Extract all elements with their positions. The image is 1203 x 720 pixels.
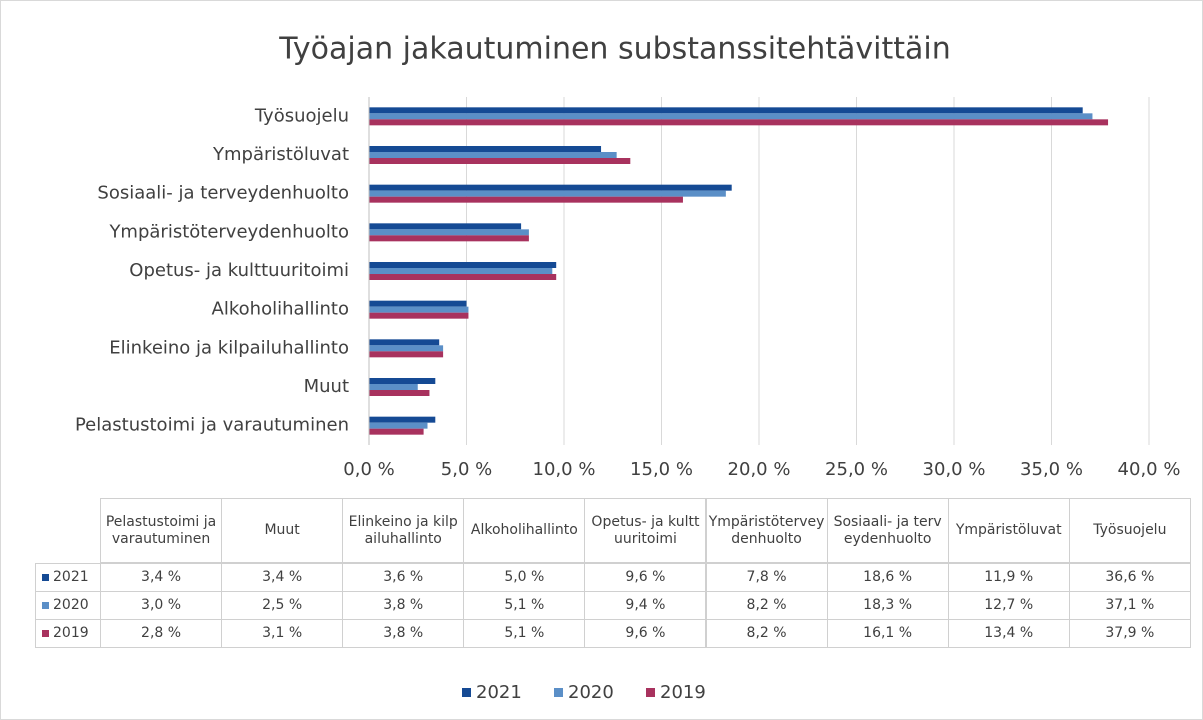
row-label: 2021	[53, 569, 89, 585]
bar	[369, 384, 418, 390]
bar	[369, 312, 469, 319]
row-label: 2020	[53, 597, 89, 613]
y-tick-label: Elinkeino ja kilpailuhallinto	[109, 337, 349, 358]
table-cell: 5,1 %	[463, 619, 586, 648]
table-cell: 8,2 %	[705, 619, 828, 648]
bar	[369, 339, 440, 346]
table-header: Muut	[221, 498, 344, 563]
legend-key	[42, 630, 49, 637]
bar	[369, 428, 424, 435]
bar	[369, 390, 430, 396]
bar	[369, 113, 1093, 120]
y-tick-label: Alkoholihallinto	[212, 299, 349, 320]
x-tick-label: 30,0 %	[923, 459, 986, 480]
legend-label: 2019	[660, 682, 706, 703]
table-cell: 5,1 %	[463, 591, 586, 620]
y-tick-label: Opetus- ja kulttuuritoimi	[129, 260, 349, 281]
table-cell: 9,6 %	[584, 619, 707, 648]
legend-key	[42, 602, 49, 609]
bar	[369, 274, 557, 280]
y-tick-label: Työsuojelu	[254, 105, 349, 126]
table-cell: 3,8 %	[342, 619, 465, 648]
table-header: Ympäristöterveydenhuolto	[705, 498, 828, 563]
bar	[369, 146, 602, 152]
table-header: Opetus- ja kulttuuritoimi	[584, 498, 707, 563]
x-tick-label: 0,0 %	[343, 459, 394, 480]
bar	[369, 196, 683, 203]
table-row-label: 2021	[35, 563, 101, 592]
legend-swatch	[646, 688, 655, 697]
legend-swatch	[462, 688, 471, 697]
x-tick-label: 35,0 %	[1020, 459, 1083, 480]
bar	[369, 152, 617, 158]
chart-title: Työajan jakautuminen substanssitehtävitt…	[278, 32, 951, 67]
x-tick-label: 15,0 %	[630, 459, 693, 480]
table-cell: 5,0 %	[463, 563, 586, 592]
table-cell: 36,6 %	[1068, 563, 1191, 592]
table-cell: 3,4 %	[100, 563, 223, 592]
x-tick-label: 10,0 %	[533, 459, 596, 480]
table-header: Työsuojelu	[1068, 498, 1191, 563]
table-row-label: 2019	[35, 619, 101, 648]
x-tick-label: 40,0 %	[1118, 459, 1181, 480]
table-header: Alkoholihallinto	[463, 498, 586, 563]
bar	[369, 158, 631, 164]
y-tick-label: Ympäristöluvat	[212, 144, 349, 165]
y-tick-label: Pelastustoimi ja varautuminen	[75, 415, 349, 436]
table-cell: 7,8 %	[705, 563, 828, 592]
table-header: Sosiaali- ja terveydenhuolto	[826, 498, 949, 563]
bar	[369, 268, 553, 274]
table-cell: 18,3 %	[826, 591, 949, 620]
table-cell: 8,2 %	[705, 591, 828, 620]
bar	[369, 235, 529, 242]
row-label: 2019	[53, 625, 89, 641]
table-header: Elinkeino ja kilpailuhallinto	[342, 498, 465, 563]
y-tick-label: Sosiaali- ja terveydenhuolto	[97, 183, 349, 204]
legend-label: 2020	[568, 682, 614, 703]
bar	[369, 262, 557, 268]
x-tick-label: 20,0 %	[728, 459, 791, 480]
table-cell: 2,8 %	[100, 619, 223, 648]
table-cell: 9,4 %	[584, 591, 707, 620]
bar	[369, 422, 428, 429]
bar	[369, 190, 726, 197]
bar	[369, 184, 732, 191]
table-cell: 37,1 %	[1068, 591, 1191, 620]
table-cell: 3,4 %	[221, 563, 344, 592]
table-cell: 11,9 %	[947, 563, 1070, 592]
table-header: Pelastustoimi ja varautuminen	[100, 498, 223, 563]
bar	[369, 378, 436, 384]
table-cell: 3,0 %	[100, 591, 223, 620]
table-cell: 2,5 %	[221, 591, 344, 620]
table-cell: 12,7 %	[947, 591, 1070, 620]
bar	[369, 229, 529, 236]
table-cell: 3,1 %	[221, 619, 344, 648]
table-cell: 18,6 %	[826, 563, 949, 592]
bar	[369, 345, 444, 352]
x-tick-label: 5,0 %	[441, 459, 492, 480]
table-cell: 16,1 %	[826, 619, 949, 648]
table-cell: 9,6 %	[584, 563, 707, 592]
table-cell: 3,8 %	[342, 591, 465, 620]
legend-key	[42, 574, 49, 581]
table-cell: 13,4 %	[947, 619, 1070, 648]
bar	[369, 306, 469, 313]
legend-swatch	[554, 688, 563, 697]
y-tick-label: Muut	[304, 376, 349, 397]
bar	[369, 223, 522, 230]
bar	[369, 119, 1109, 126]
bar	[369, 300, 467, 307]
x-tick-label: 25,0 %	[825, 459, 888, 480]
y-tick-label: Ympäristöterveydenhuolto	[108, 221, 349, 242]
bar	[369, 416, 436, 423]
table-cell: 3,6 %	[342, 563, 465, 592]
legend-label: 2021	[476, 682, 522, 703]
table-cell: 37,9 %	[1068, 619, 1191, 648]
table-header: Ympäristöluvat	[947, 498, 1070, 563]
bar	[369, 351, 444, 358]
bar	[369, 107, 1083, 114]
table-row-label: 2020	[35, 591, 101, 620]
